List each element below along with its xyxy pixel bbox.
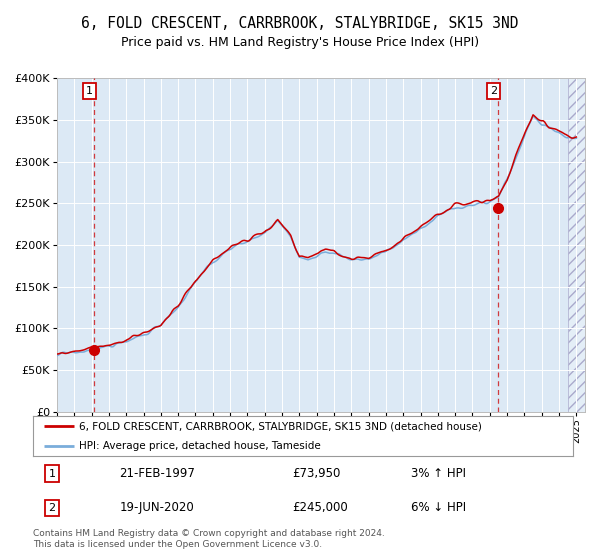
Text: £245,000: £245,000 xyxy=(292,501,348,515)
Text: 1: 1 xyxy=(49,469,55,479)
Text: 2: 2 xyxy=(490,86,497,96)
Text: 6, FOLD CRESCENT, CARRBROOK, STALYBRIDGE, SK15 3ND (detached house): 6, FOLD CRESCENT, CARRBROOK, STALYBRIDGE… xyxy=(79,421,482,431)
Text: 2: 2 xyxy=(49,503,55,513)
Text: 6% ↓ HPI: 6% ↓ HPI xyxy=(411,501,466,515)
Text: £73,950: £73,950 xyxy=(292,467,341,480)
Text: 1: 1 xyxy=(86,86,93,96)
Bar xyxy=(568,78,585,412)
Text: 19-JUN-2020: 19-JUN-2020 xyxy=(119,501,194,515)
Text: 6, FOLD CRESCENT, CARRBROOK, STALYBRIDGE, SK15 3ND: 6, FOLD CRESCENT, CARRBROOK, STALYBRIDGE… xyxy=(81,16,519,31)
Text: 3% ↑ HPI: 3% ↑ HPI xyxy=(411,467,466,480)
Text: HPI: Average price, detached house, Tameside: HPI: Average price, detached house, Tame… xyxy=(79,441,320,451)
Text: 21-FEB-1997: 21-FEB-1997 xyxy=(119,467,195,480)
Text: Contains HM Land Registry data © Crown copyright and database right 2024.
This d: Contains HM Land Registry data © Crown c… xyxy=(33,529,385,549)
Bar xyxy=(568,78,585,412)
Text: Price paid vs. HM Land Registry's House Price Index (HPI): Price paid vs. HM Land Registry's House … xyxy=(121,36,479,49)
